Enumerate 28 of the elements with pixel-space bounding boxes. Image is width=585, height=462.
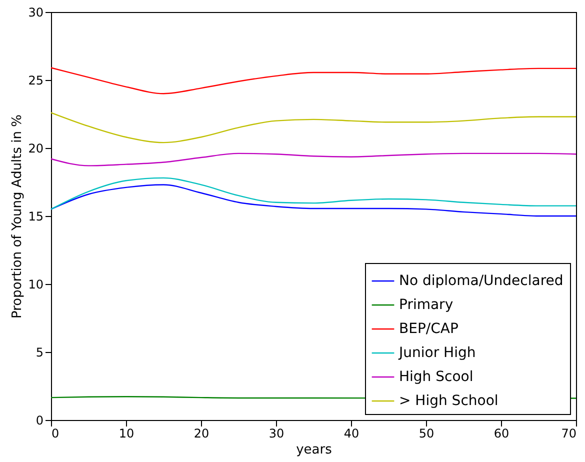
legend-label: BEP/CAP — [399, 321, 458, 337]
x-tick-label: 20 — [194, 426, 210, 440]
line-series — [50, 67, 577, 94]
line-series — [50, 177, 577, 210]
y-tick-label: 25 — [28, 74, 44, 88]
y-tick-label: 0 — [36, 414, 44, 428]
y-tick-label: 15 — [28, 210, 44, 224]
legend-label: No diploma/Undeclared — [399, 273, 564, 289]
y-axis-title: Proportion of Young Adults in % — [10, 114, 26, 319]
x-tick-label: 60 — [494, 426, 510, 440]
legend-label: Primary — [399, 297, 454, 313]
y-tick-label: 10 — [28, 278, 44, 292]
x-tick-label: 10 — [118, 426, 134, 440]
x-tick-label: 30 — [268, 426, 284, 440]
line-series — [50, 184, 577, 217]
x-axis-title: years — [296, 442, 332, 458]
legend-label: Junior High — [398, 345, 476, 361]
y-tick-label: 20 — [28, 142, 44, 156]
x-tick-label: 40 — [344, 426, 360, 440]
x-tick-label: 70 — [561, 426, 576, 440]
legend-label: High Scool — [399, 369, 474, 385]
legend-label: > High School — [399, 393, 498, 409]
y-tick-label: 30 — [28, 6, 44, 20]
x-tick-label: 0 — [52, 426, 60, 440]
line-series — [50, 152, 577, 166]
x-tick-label: 50 — [418, 426, 434, 440]
y-tick-label: 5 — [36, 346, 44, 360]
line-series — [50, 112, 577, 144]
